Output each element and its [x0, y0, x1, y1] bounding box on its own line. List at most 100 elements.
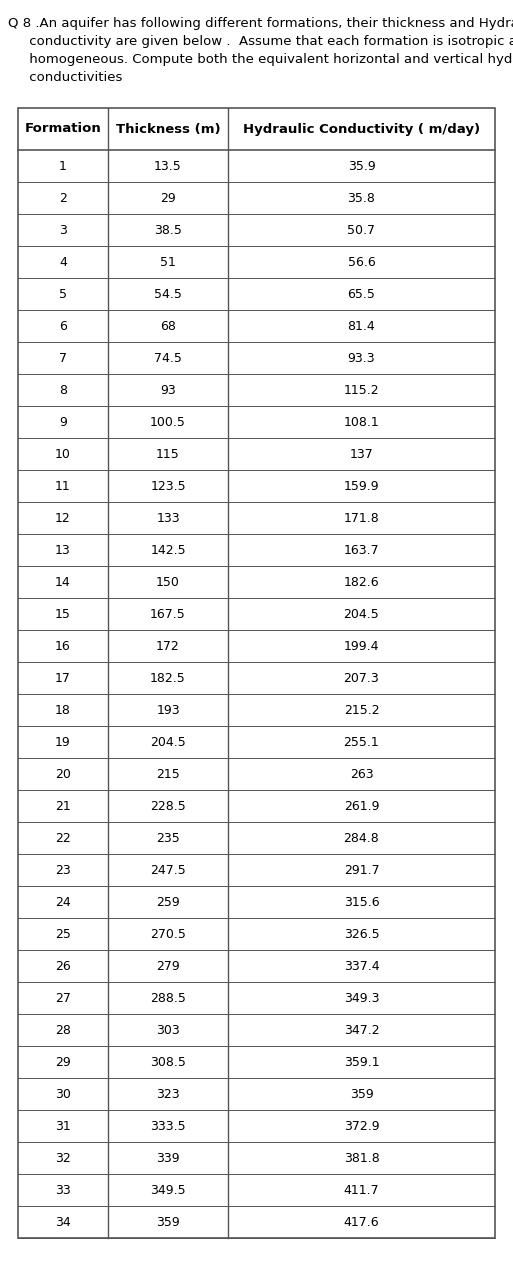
- Text: 333.5: 333.5: [150, 1120, 186, 1133]
- Text: 11: 11: [55, 480, 71, 493]
- Text: 288.5: 288.5: [150, 992, 186, 1005]
- Text: 284.8: 284.8: [344, 832, 380, 845]
- Text: 30: 30: [55, 1088, 71, 1101]
- Text: homogeneous. Compute both the equivalent horizontal and vertical hydraulic: homogeneous. Compute both the equivalent…: [8, 52, 513, 67]
- Text: 182.6: 182.6: [344, 576, 379, 589]
- Text: 204.5: 204.5: [344, 608, 380, 621]
- Text: 108.1: 108.1: [344, 416, 380, 429]
- Text: 159.9: 159.9: [344, 480, 379, 493]
- Text: 323: 323: [156, 1088, 180, 1101]
- Text: Formation: Formation: [25, 123, 102, 136]
- Text: 51: 51: [160, 256, 176, 269]
- Text: 9: 9: [59, 416, 67, 429]
- Text: 21: 21: [55, 800, 71, 813]
- Text: 261.9: 261.9: [344, 800, 379, 813]
- Text: 1: 1: [59, 160, 67, 173]
- Text: 123.5: 123.5: [150, 480, 186, 493]
- Text: 259: 259: [156, 896, 180, 909]
- Text: 270.5: 270.5: [150, 928, 186, 941]
- Text: 255.1: 255.1: [344, 736, 380, 749]
- Text: 417.6: 417.6: [344, 1216, 379, 1229]
- Text: 2: 2: [59, 192, 67, 205]
- Text: 326.5: 326.5: [344, 928, 379, 941]
- Text: 228.5: 228.5: [150, 800, 186, 813]
- Text: 193: 193: [156, 704, 180, 717]
- Text: 163.7: 163.7: [344, 544, 379, 557]
- Text: 29: 29: [55, 1056, 71, 1069]
- Text: 27: 27: [55, 992, 71, 1005]
- Text: 347.2: 347.2: [344, 1024, 379, 1037]
- Text: 337.4: 337.4: [344, 960, 379, 973]
- Text: 25: 25: [55, 928, 71, 941]
- Text: 56.6: 56.6: [348, 256, 376, 269]
- Text: 142.5: 142.5: [150, 544, 186, 557]
- Text: 133: 133: [156, 512, 180, 525]
- Text: 7: 7: [59, 352, 67, 365]
- Text: 93: 93: [160, 384, 176, 397]
- Text: 24: 24: [55, 896, 71, 909]
- Text: 68: 68: [160, 320, 176, 333]
- Text: 115: 115: [156, 448, 180, 461]
- Text: 16: 16: [55, 640, 71, 653]
- Text: 6: 6: [59, 320, 67, 333]
- Text: 215: 215: [156, 768, 180, 781]
- Text: 33: 33: [55, 1184, 71, 1197]
- Text: 100.5: 100.5: [150, 416, 186, 429]
- Text: 359: 359: [156, 1216, 180, 1229]
- Text: 81.4: 81.4: [348, 320, 376, 333]
- Text: 13.5: 13.5: [154, 160, 182, 173]
- Text: 3: 3: [59, 224, 67, 237]
- Text: conductivity are given below .  Assume that each formation is isotropic and: conductivity are given below . Assume th…: [8, 35, 513, 47]
- Text: 359: 359: [350, 1088, 373, 1101]
- Text: 349.5: 349.5: [150, 1184, 186, 1197]
- Text: 38.5: 38.5: [154, 224, 182, 237]
- Text: 150: 150: [156, 576, 180, 589]
- Text: 32: 32: [55, 1152, 71, 1165]
- Text: 18: 18: [55, 704, 71, 717]
- Text: 35.9: 35.9: [348, 160, 376, 173]
- Text: 315.6: 315.6: [344, 896, 379, 909]
- Text: 308.5: 308.5: [150, 1056, 186, 1069]
- Text: 372.9: 372.9: [344, 1120, 379, 1133]
- Text: 74.5: 74.5: [154, 352, 182, 365]
- Text: 28: 28: [55, 1024, 71, 1037]
- Text: 12: 12: [55, 512, 71, 525]
- Text: 172: 172: [156, 640, 180, 653]
- Text: 291.7: 291.7: [344, 864, 379, 877]
- Bar: [18, 108, 495, 1238]
- Text: 23: 23: [55, 864, 71, 877]
- Text: 35.8: 35.8: [348, 192, 376, 205]
- Text: 279: 279: [156, 960, 180, 973]
- Text: 14: 14: [55, 576, 71, 589]
- Text: 50.7: 50.7: [347, 224, 376, 237]
- Text: 303: 303: [156, 1024, 180, 1037]
- Text: 247.5: 247.5: [150, 864, 186, 877]
- Text: 20: 20: [55, 768, 71, 781]
- Text: 263: 263: [350, 768, 373, 781]
- Text: Hydraulic Conductivity ( m/day): Hydraulic Conductivity ( m/day): [243, 123, 480, 136]
- Text: 359.1: 359.1: [344, 1056, 379, 1069]
- Text: 182.5: 182.5: [150, 672, 186, 685]
- Text: 31: 31: [55, 1120, 71, 1133]
- Text: 22: 22: [55, 832, 71, 845]
- Text: 235: 235: [156, 832, 180, 845]
- Text: 13: 13: [55, 544, 71, 557]
- Text: 54.5: 54.5: [154, 288, 182, 301]
- Text: 17: 17: [55, 672, 71, 685]
- Text: 411.7: 411.7: [344, 1184, 379, 1197]
- Text: 34: 34: [55, 1216, 71, 1229]
- Text: Q 8 .An aquifer has following different formations, their thickness and Hydrauli: Q 8 .An aquifer has following different …: [8, 17, 513, 29]
- Text: 5: 5: [59, 288, 67, 301]
- Text: 137: 137: [350, 448, 373, 461]
- Text: 65.5: 65.5: [348, 288, 376, 301]
- Text: 349.3: 349.3: [344, 992, 379, 1005]
- Text: 167.5: 167.5: [150, 608, 186, 621]
- Text: 115.2: 115.2: [344, 384, 379, 397]
- Text: 215.2: 215.2: [344, 704, 379, 717]
- Text: 381.8: 381.8: [344, 1152, 380, 1165]
- Text: 19: 19: [55, 736, 71, 749]
- Text: 339: 339: [156, 1152, 180, 1165]
- Text: 199.4: 199.4: [344, 640, 379, 653]
- Text: conductivities: conductivities: [8, 70, 123, 84]
- Text: 26: 26: [55, 960, 71, 973]
